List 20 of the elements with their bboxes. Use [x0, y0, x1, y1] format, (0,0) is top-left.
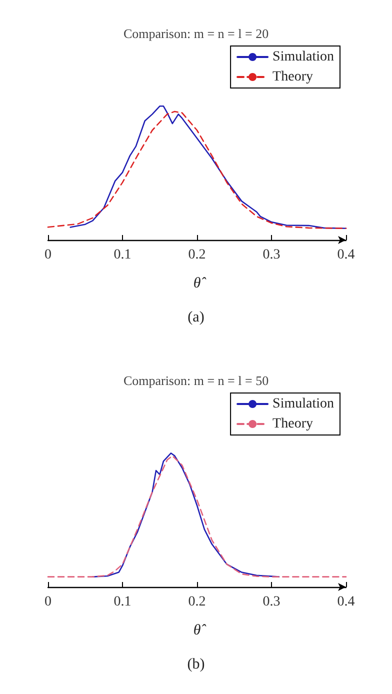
x-tick-label: 0.3	[262, 248, 280, 262]
legend-label: Theory	[272, 416, 313, 432]
x-axis-title: θ̂	[193, 276, 207, 292]
text: (b)	[187, 656, 205, 672]
x-tick-label: 0.2	[188, 248, 206, 262]
x-tick-label: 0.4	[337, 248, 355, 262]
text: (a)	[188, 310, 204, 326]
x-tick-label: 0	[44, 248, 52, 262]
x-tick-label: 0.2	[188, 594, 206, 610]
x-tick-label: 0.4	[337, 594, 355, 610]
x-tick-label: 0.3	[262, 594, 280, 610]
legend-label: Simulation	[272, 396, 334, 412]
x-tick-label: 0	[44, 594, 52, 610]
chart-title: Comparison: m = n = l = 20	[123, 26, 269, 41]
legend-label: Simulation	[272, 50, 334, 64]
x-axis-title: θ̂	[193, 622, 207, 638]
chart-title: Comparison: m = n = l = 50	[123, 373, 269, 388]
x-tick-label: 0.1	[114, 594, 132, 610]
x-tick-label: 0.1	[114, 248, 132, 262]
legend-label: Theory	[272, 70, 313, 84]
